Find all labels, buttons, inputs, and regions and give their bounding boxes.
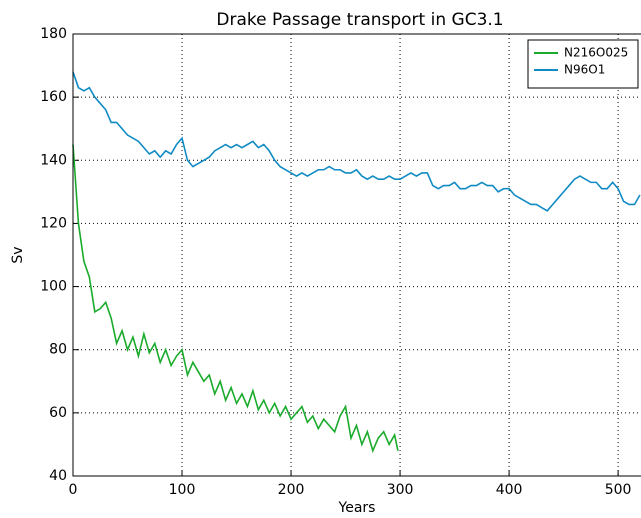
legend-box — [527, 39, 639, 89]
y-tick-label: 60 — [49, 405, 67, 421]
line-series — [72, 71, 641, 212]
x-tick-label: 500 — [605, 482, 632, 498]
y-tick-label: 180 — [40, 26, 67, 42]
plot-frame — [72, 33, 641, 477]
x-tick-label: 300 — [387, 482, 414, 498]
y-axis-label: Sv — [10, 246, 26, 263]
y-tick-label: 160 — [40, 89, 67, 105]
x-axis-label: Years — [338, 500, 376, 514]
y-tick-label: 100 — [40, 279, 67, 295]
y-tick-label: 140 — [40, 152, 67, 168]
x-tick-label: 200 — [278, 482, 305, 498]
line-series — [72, 144, 399, 454]
y-tick-label: 80 — [49, 342, 67, 358]
x-tick-label: 100 — [169, 482, 196, 498]
y-tick-label: 40 — [49, 468, 67, 484]
x-tick-label: 0 — [69, 482, 78, 498]
chart-title: Drake Passage transport in GC3.1 — [216, 10, 503, 30]
legend-label: N216O025 — [564, 46, 628, 60]
x-tick-label: 400 — [496, 482, 523, 498]
y-tick-label: 120 — [40, 215, 67, 231]
legend-label: N96O1 — [564, 63, 605, 77]
